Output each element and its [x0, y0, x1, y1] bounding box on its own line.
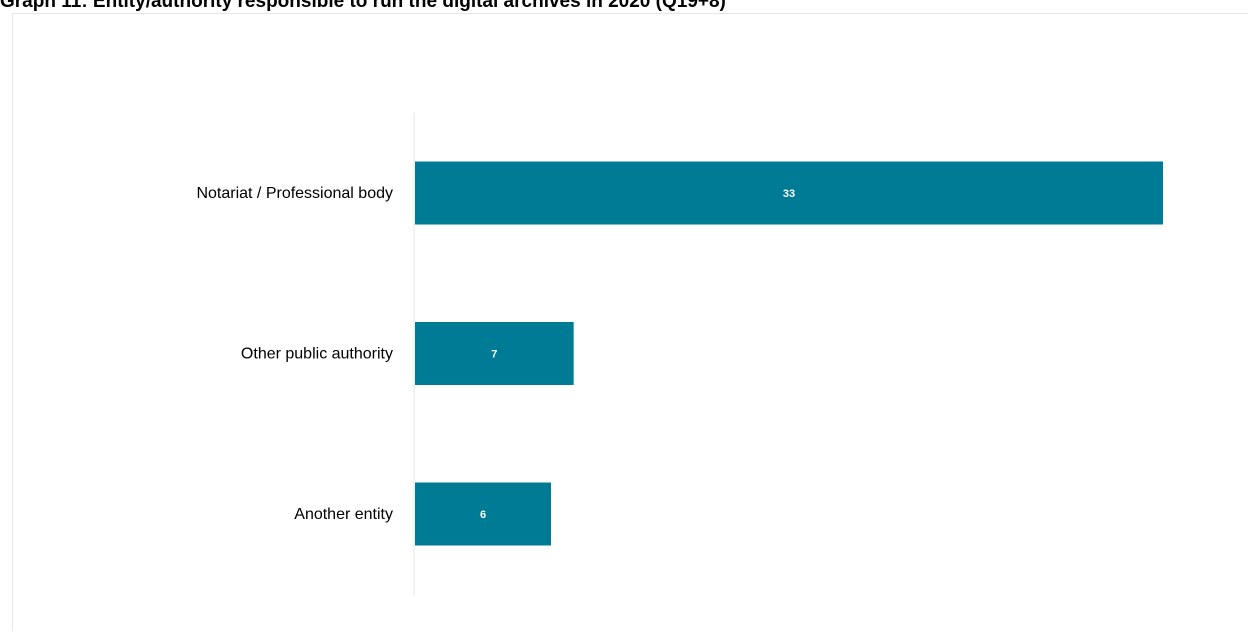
bars-group: 33 Notariat / Professional body 7 Other pub…	[196, 161, 1163, 546]
bar-1	[415, 322, 574, 385]
category-label: Other public authority	[241, 346, 393, 363]
chart-title: Graph 11: Entity/authority responsible t…	[0, 0, 726, 12]
bar-2	[415, 482, 551, 546]
bar-value-label: 6	[480, 509, 486, 521]
bar-value-label: 33	[783, 188, 795, 200]
bar-0	[415, 161, 1163, 225]
chart-frame	[12, 13, 1248, 631]
category-label: Notariat / Professional body	[196, 185, 393, 202]
bar-value-label: 7	[491, 349, 497, 361]
category-label: Another entity	[294, 506, 393, 523]
